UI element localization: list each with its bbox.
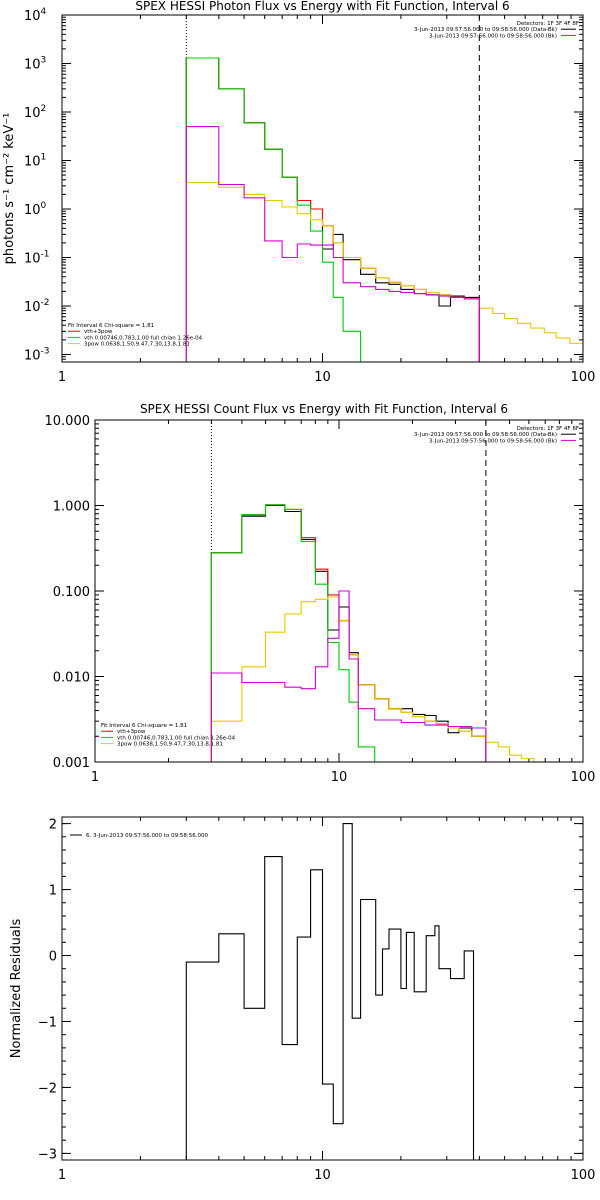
y-tick-label: 2	[49, 818, 57, 833]
x-tick-label: 100	[571, 370, 596, 385]
y-tick-label: 10.000	[45, 414, 91, 429]
legend-entry: vth 0.00746,0.783,1.00 full chian 1.26e-…	[117, 735, 236, 741]
y-tick-label: 101	[24, 152, 46, 169]
series-data-bk	[185, 57, 480, 362]
y-tick-label: 102	[24, 104, 46, 121]
x-tick-label: 10	[314, 1168, 331, 1183]
plot-frame	[61, 14, 584, 363]
y-tick-label: −2	[38, 1081, 57, 1096]
legend-entry: vth+3pow	[117, 729, 146, 735]
legend-entry: vth+3pow	[84, 329, 113, 335]
y-tick-label: 10-3	[24, 346, 50, 363]
chart-panel-2: 1 10 100 0.001 0.010 0.100 1.000 10.000 SPEX HES…	[45, 402, 596, 785]
series-vth-3pow	[185, 57, 480, 362]
series-bk	[185, 126, 480, 362]
legend-entry: vth 0.00746,0.783,1.00 full chian 1.26e-…	[84, 335, 203, 341]
x-tick-label: 100	[571, 770, 596, 785]
y-tick-label: 104	[24, 7, 47, 24]
x-tick-label: 1	[58, 1168, 66, 1183]
legend-entry: 3pow 0.0638,1.50,9.47,7.30,13.8,1.81	[117, 742, 223, 748]
y-axis-label: photons s⁻¹ cm⁻² keV⁻¹	[2, 113, 17, 265]
x-tick-label: 1	[91, 770, 99, 785]
legend-entry: Fit Interval 6 Chi-square = 1.81	[68, 323, 154, 329]
chart-panel-1: 1 10 100 10-3 10-2 10-1 100 101 102 103 104 SPEX HE…	[2, 0, 595, 385]
y-tick-label: 1	[49, 884, 57, 899]
x-tick-label: 1	[58, 370, 66, 385]
y-tick-label: 10-2	[24, 298, 50, 315]
y-tick-label: 1.000	[53, 500, 90, 515]
chart-title: SPEX HESSI Count Flux vs Energy with Fit…	[140, 402, 508, 416]
y-tick-label: 103	[24, 55, 46, 72]
legend-entry: Detectors: 1F 3F 4F 8F	[517, 21, 579, 27]
y-axis-label: Normalized Residuals	[9, 919, 24, 1059]
series-3pow	[185, 182, 583, 362]
chart-panel-3: 1 10 100 −3 −2 −1 0 1 2 Normalized Residuals 6. 3-…	[9, 816, 596, 1183]
legend-entry: Detectors: 1F 3F 4F 8F	[517, 426, 579, 432]
x-tick-label: 10	[331, 770, 348, 785]
x-tick-label: 10	[314, 370, 331, 385]
legend-entry: 3-Jun-2013 09:57:56.000 to 09:58:56.000 …	[414, 27, 557, 33]
legend-entry: 3-Jun-2013 09:57:56.000 to 09:58:56.000 …	[414, 432, 557, 438]
y-tick-label: 10-1	[24, 249, 50, 266]
plot-frame	[61, 816, 584, 1161]
legend-entry: 3-Jun-2013 09:57:56.000 to 09:58:56.000 …	[429, 438, 557, 444]
series-3pow	[210, 596, 548, 762]
series-6-3-jun-2013-09-57-56-000-to-09-58-56-000	[185, 823, 475, 1160]
legend-entry: 3-Jun-2013 09:57:56.000 to 09:58:56.000 …	[429, 33, 557, 39]
x-tick-label: 100	[571, 1168, 596, 1183]
series-vth	[185, 57, 362, 362]
y-tick-label: 100	[24, 201, 47, 218]
y-tick-label: 0.100	[53, 585, 90, 600]
y-tick-label: 0	[49, 950, 57, 965]
y-tick-label: 0.001	[53, 756, 90, 771]
series-vth	[210, 504, 376, 762]
y-tick-label: −1	[38, 1015, 57, 1030]
legend-entry: 3pow 0.0638,1.50,9.47,7.30,13.8,1.81	[84, 342, 190, 348]
legend-entry: Fit Interval 6 Chi-square = 1.81	[101, 723, 187, 729]
series-bk	[210, 590, 487, 762]
chart-title: SPEX HESSI Photon Flux vs Energy with Fi…	[135, 0, 509, 13]
y-tick-label: −3	[38, 1147, 57, 1162]
legend-entry: 6. 3-Jun-2013 09:57:56.000 to 09:58:56.0…	[86, 833, 209, 839]
plot-frame	[94, 419, 584, 763]
y-tick-label: 0.010	[53, 671, 90, 686]
